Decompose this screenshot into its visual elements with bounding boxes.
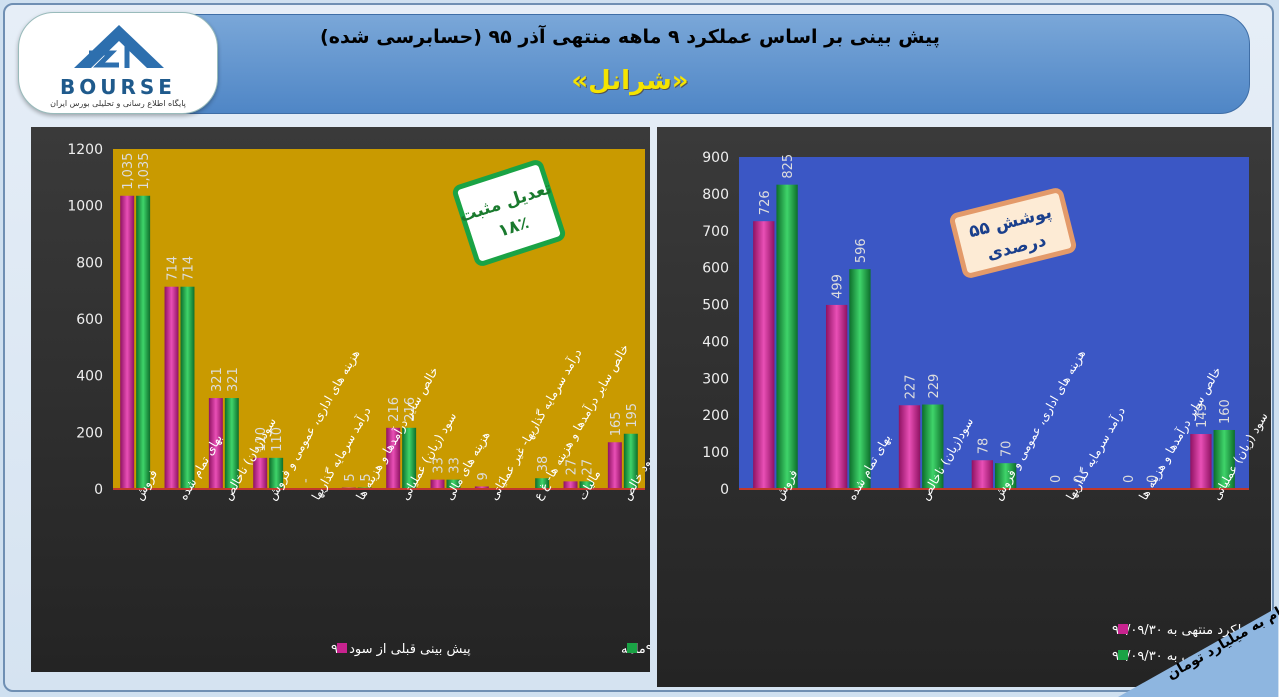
data-label: 216: [403, 397, 418, 422]
bar-series-2: [579, 481, 594, 489]
legend-swatch: [627, 643, 637, 653]
bar-series-1: [607, 442, 622, 489]
bar-series-2: [136, 195, 151, 489]
data-label: 165: [609, 411, 624, 436]
y-tick-label: 1000: [67, 199, 103, 215]
legend-swatch: [337, 643, 347, 653]
bar-series-1: [563, 481, 578, 489]
bar-series-1: [164, 286, 179, 489]
data-label: 0: [1145, 475, 1160, 483]
y-tick-label: 800: [702, 187, 729, 203]
right-chart-panel: 0 100 200 300 400 500 600 700 800 900 726 499 227 78 0…: [657, 127, 1271, 687]
data-label: 78: [976, 438, 991, 455]
bar-series-2: [776, 184, 798, 489]
bar-series-1: [120, 195, 135, 489]
data-label: 33: [447, 457, 462, 474]
data-label: 825: [781, 154, 796, 179]
left-chart-panel: 0 200 400 600 800 1000 1200 1,035 714 321 110-5 216…: [31, 127, 841, 672]
data-label: 321: [226, 367, 241, 392]
data-label: 27: [565, 459, 580, 476]
legend-label: پیش بینی قبلی از سود ۹۵: [331, 642, 471, 657]
footer-corner: [1118, 607, 1278, 697]
y-tick-label: 100: [702, 445, 729, 461]
data-label: 195: [625, 403, 640, 428]
bar-series-2: [269, 457, 284, 489]
data-label: 149: [1195, 403, 1210, 428]
data-label: 0: [1073, 475, 1088, 483]
data-label: 726: [758, 190, 773, 215]
bar-series-1: [971, 460, 993, 489]
logo-text: BOURSE: [60, 75, 176, 99]
logo: BOURSE پایگاه اطلاع رسانی و تحلیلی بورس …: [18, 12, 218, 114]
y-tick-label: 900: [702, 150, 729, 166]
y-tick-label: 500: [702, 298, 729, 314]
bar-series-1: [1190, 434, 1212, 489]
y-tick-label: 700: [702, 224, 729, 240]
bar-series-2: [446, 479, 461, 489]
data-label: 160: [1218, 399, 1233, 424]
y-tick-label: 400: [76, 369, 103, 385]
y-tick-label: 1200: [67, 142, 103, 158]
data-label: 321: [210, 367, 225, 392]
y-tick-label: 0: [94, 482, 103, 498]
logo-graphic-icon: [74, 25, 164, 68]
data-label: 27: [580, 459, 595, 476]
data-label: 499: [831, 274, 846, 299]
data-label: 110: [270, 427, 285, 452]
bar-series-2: [402, 427, 417, 489]
bar-series-1: [474, 486, 489, 489]
y-tick-label: 600: [702, 261, 729, 277]
data-label: 5: [343, 473, 358, 481]
data-label: 216: [387, 397, 402, 422]
data-label: 714: [181, 256, 196, 281]
data-label: 227: [903, 374, 918, 399]
y-tick-label: 600: [76, 312, 103, 328]
data-label: 1,035: [137, 153, 152, 190]
data-label: 229: [927, 374, 942, 399]
bar-series-1: [825, 304, 848, 489]
data-label: 0: [1122, 475, 1137, 483]
bar-series-2: [224, 398, 239, 489]
y-tick-label: 200: [76, 425, 103, 441]
bar-series-1: [898, 405, 921, 489]
page-title: پیش بینی بر اساس عملکرد ۹ ماهه منتهی آذر…: [320, 26, 940, 48]
y-tick-label: 800: [76, 255, 103, 271]
bar-series-2: [849, 269, 871, 489]
data-label: 38: [536, 456, 551, 473]
data-label: 70: [1000, 441, 1015, 458]
bar-series-2: [995, 463, 1017, 489]
data-label: 33: [432, 457, 447, 474]
bar-series-1: [430, 479, 445, 489]
bar-series-1: [208, 398, 223, 489]
bar-series-1: [753, 221, 775, 489]
data-label: 714: [166, 256, 181, 281]
y-tick-label: 300: [702, 371, 729, 387]
bar-series-2: [623, 433, 638, 489]
data-label: 9: [476, 472, 491, 480]
bar-series-2: [922, 404, 944, 489]
y-tick-label: 200: [702, 408, 729, 424]
data-label: 0: [1049, 475, 1064, 483]
data-label: 110: [254, 427, 269, 452]
data-label: 1,035: [121, 153, 136, 190]
data-label: -: [492, 478, 507, 483]
y-tick-label: 400: [702, 334, 729, 350]
y-tick-label: 0: [720, 482, 729, 498]
right-chart: 0100200300400500600700800900726499227780…: [702, 150, 1271, 664]
bar-series-1: [386, 427, 401, 489]
data-label: 5: [359, 473, 374, 481]
bar-series-1: [253, 457, 268, 489]
bar-series-2: [535, 478, 550, 489]
bar-series-2: [1213, 429, 1235, 489]
page-subtitle: «شرانل»: [571, 66, 689, 96]
logo-subtitle: پایگاه اطلاع رسانی و تحلیلی بورس ایران: [50, 99, 186, 108]
data-label: 596: [854, 238, 869, 263]
title-banner: [140, 14, 1250, 114]
bar-series-2: [180, 286, 195, 489]
data-label: -: [299, 478, 314, 483]
